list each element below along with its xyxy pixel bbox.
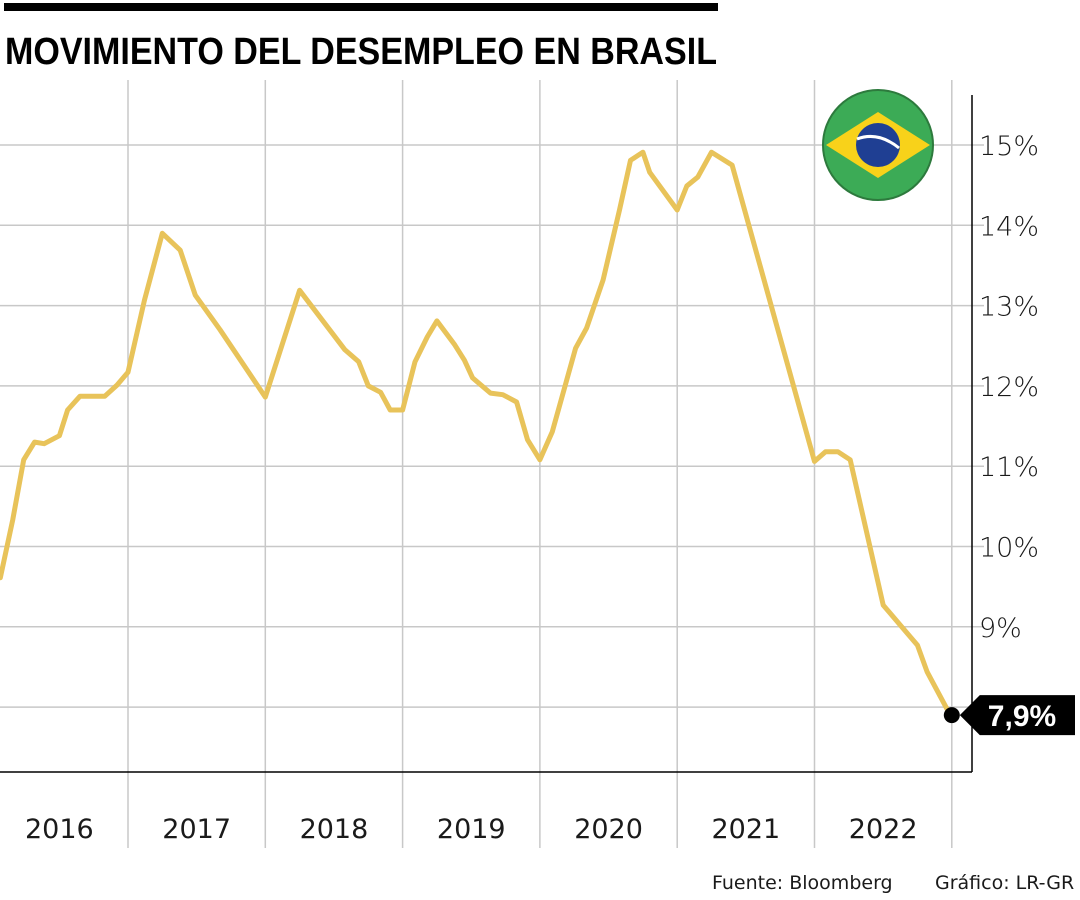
x-tick-label: 2022 xyxy=(849,814,918,845)
y-tick-label: 9% xyxy=(979,613,1022,644)
x-tick-labels: 2016 2017 2018 2019 2020 2021 2022 xyxy=(25,814,918,845)
unemployment-line xyxy=(0,149,955,718)
x-tick-label: 2019 xyxy=(437,814,506,845)
x-tick-label: 2017 xyxy=(162,814,231,845)
chart-title: MOVIMIENTO DEL DESEMPLEO EN BRASIL xyxy=(5,31,717,73)
y-tick-label: 10% xyxy=(979,533,1039,564)
x-tick-label: 2020 xyxy=(574,814,643,845)
x-tick-label: 2021 xyxy=(711,814,780,845)
y-tick-label: 12% xyxy=(979,372,1039,403)
y-tick-labels: 9% 10% 11% 12% 13% 14% 15% xyxy=(979,131,1039,644)
title-bar xyxy=(4,3,718,11)
callout-label: 7,9% xyxy=(988,700,1056,733)
axes xyxy=(0,95,973,773)
last-value-marker xyxy=(943,707,960,724)
x-tick-label: 2016 xyxy=(25,814,94,845)
source-text: Fuente: Bloomberg xyxy=(712,872,893,894)
y-tick-label: 11% xyxy=(979,452,1039,483)
callout-box xyxy=(959,695,1075,736)
brazil-flag-icon xyxy=(822,89,934,201)
y-tick-label: 13% xyxy=(979,292,1039,323)
credit-text: Gráfico: LR-GR xyxy=(935,872,1074,894)
grid xyxy=(0,80,984,848)
x-tick-label: 2018 xyxy=(300,814,369,845)
y-tick-label: 15% xyxy=(979,131,1039,162)
last-value-callout: 7,9% xyxy=(943,695,1075,736)
y-tick-label: 14% xyxy=(979,211,1039,242)
